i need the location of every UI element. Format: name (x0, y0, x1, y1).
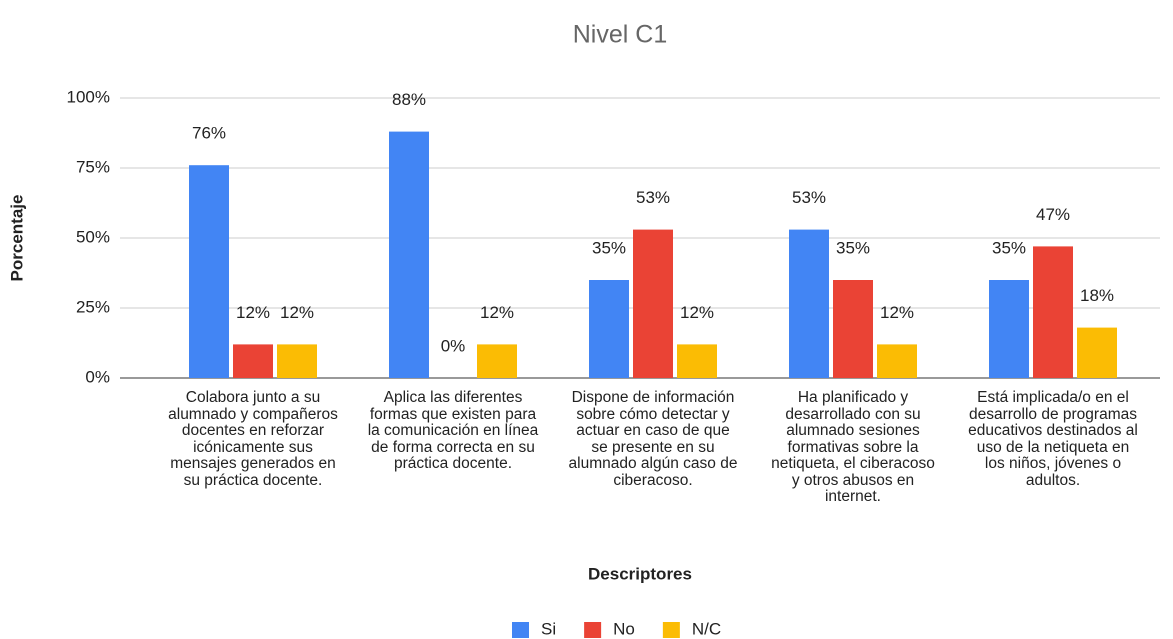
bar (989, 280, 1029, 378)
legend-swatch (512, 622, 529, 638)
legend-swatch (662, 622, 680, 638)
x-tick-label: Ha planificado y desarrollado con su alu… (771, 389, 940, 505)
data-label: 12% (236, 303, 270, 322)
data-label: 12% (480, 303, 514, 322)
x-axis-title: Descriptores (588, 564, 692, 583)
legend-label: N/C (692, 619, 721, 638)
y-axis-title: Porcentaje (7, 195, 26, 282)
x-tick-label: Aplica las diferentes formas que existen… (367, 389, 543, 472)
bar (277, 344, 317, 378)
bar (789, 229, 829, 378)
data-label: 35% (836, 238, 870, 257)
bar (477, 344, 517, 378)
bar (877, 344, 917, 378)
bar (1077, 327, 1117, 378)
bar (189, 165, 229, 378)
bar (589, 280, 629, 378)
y-tick-label: 100% (67, 87, 110, 106)
data-label: 76% (192, 124, 226, 143)
data-label: 12% (680, 303, 714, 322)
legend-label: Si (541, 619, 556, 638)
bar (677, 344, 717, 378)
data-label: 12% (280, 303, 314, 322)
y-tick-label: 50% (76, 227, 110, 246)
legend-swatch (584, 622, 602, 638)
bar (633, 229, 673, 378)
data-label: 53% (636, 188, 670, 207)
bar (233, 344, 273, 378)
legend-label: No (613, 619, 635, 638)
y-tick-label: 0% (85, 367, 110, 386)
chart-title: Nivel C1 (573, 21, 667, 49)
x-tick-label: Dispone de información sobre cómo detect… (568, 389, 742, 489)
bar (1033, 246, 1073, 378)
data-label: 12% (880, 303, 914, 322)
bar (833, 280, 873, 378)
x-tick-label: Colabora junto a su alumnado y compañero… (168, 389, 345, 489)
y-tick-label: 75% (76, 157, 110, 176)
data-label: 47% (1036, 205, 1070, 224)
bar (389, 131, 429, 378)
y-tick-label: 25% (76, 297, 110, 316)
data-label: 0% (441, 336, 466, 355)
x-tick-label: Está implicada/o en el desarrollo de pro… (968, 389, 1143, 489)
data-label: 18% (1080, 286, 1114, 305)
data-label: 53% (792, 188, 826, 207)
data-label: 35% (592, 238, 626, 257)
data-label: 35% (992, 238, 1026, 257)
data-label: 88% (392, 90, 426, 109)
